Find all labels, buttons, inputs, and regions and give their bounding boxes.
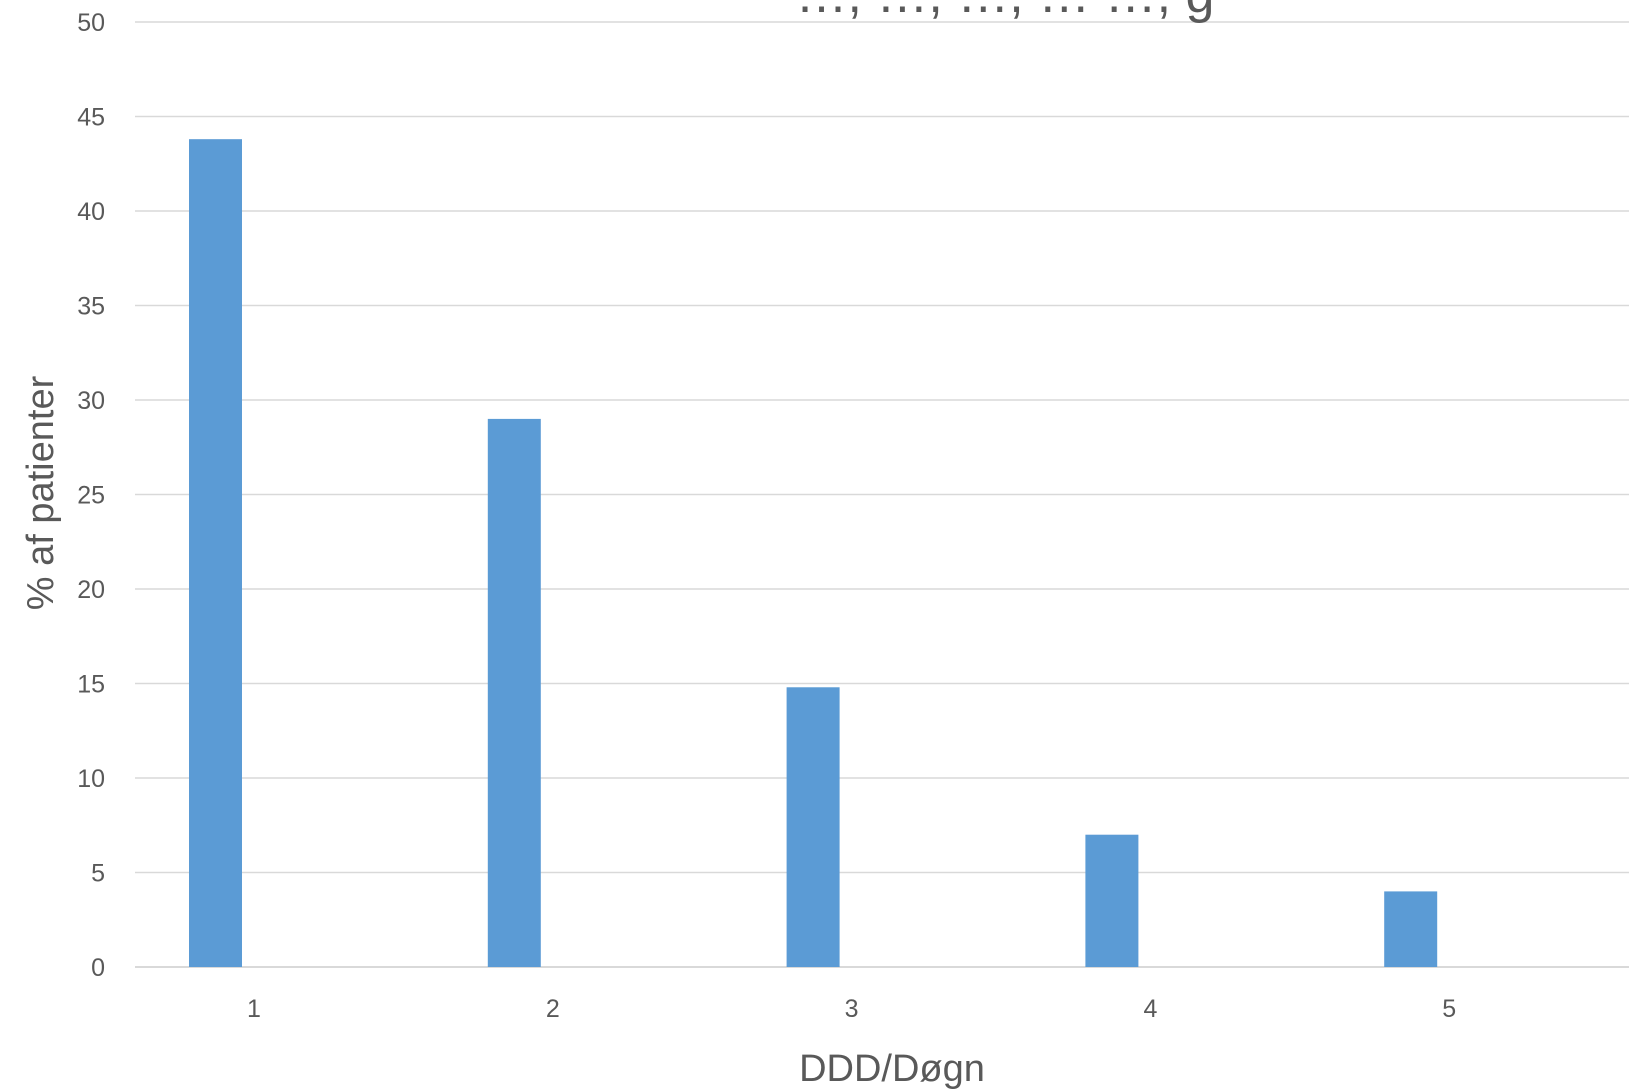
bar-2 <box>487 418 541 967</box>
bar-1 <box>189 139 242 967</box>
y-tick-label: 15 <box>77 671 105 699</box>
chart-title: …, …, …, … …, g <box>796 0 1215 24</box>
y-tick-label: 5 <box>91 860 105 888</box>
gridlines <box>135 21 1629 968</box>
bar-3 <box>786 687 840 967</box>
x-tick-label: 2 <box>546 995 560 1023</box>
y-tick-label: 10 <box>77 765 105 793</box>
y-tick-label: 0 <box>91 954 105 982</box>
bar-5 <box>1384 891 1438 967</box>
x-axis-title: DDD/Døgn <box>799 1048 985 1090</box>
y-axis-title: % af patienter <box>20 375 62 610</box>
y-tick-label: 25 <box>77 482 105 510</box>
y-tick-label: 50 <box>77 9 105 37</box>
bars <box>189 139 1438 967</box>
y-tick-labels: 0 5 10 15 20 25 30 35 40 45 50 <box>77 9 105 982</box>
y-tick-label: 30 <box>77 387 105 415</box>
y-tick-label: 40 <box>77 198 105 226</box>
y-tick-label: 45 <box>77 104 105 132</box>
x-tick-label: 1 <box>247 995 261 1023</box>
x-tick-label: 3 <box>845 995 859 1023</box>
x-tick-labels: 1 2 3 4 5 <box>247 995 1456 1023</box>
x-tick-label: 5 <box>1442 995 1456 1023</box>
x-tick-label: 4 <box>1143 995 1157 1023</box>
y-tick-label: 35 <box>77 293 105 321</box>
bar-4 <box>1085 834 1139 967</box>
y-tick-label: 20 <box>77 576 105 604</box>
